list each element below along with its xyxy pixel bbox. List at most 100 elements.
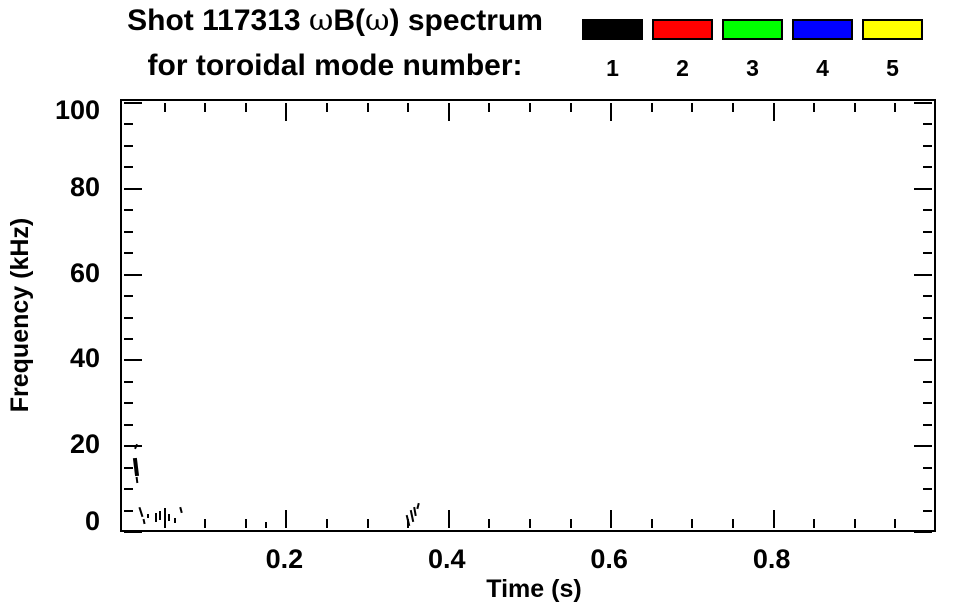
x-minor-tick [650, 103, 653, 112]
x-minor-tick [244, 519, 247, 528]
data-mark [179, 506, 183, 514]
x-minor-tick [853, 519, 856, 528]
y-major-tick [914, 187, 932, 190]
x-minor-tick [488, 519, 491, 528]
legend-item: 5 [862, 19, 923, 80]
x-major-tick [447, 103, 450, 121]
y-minor-tick [124, 123, 133, 126]
y-major-tick [124, 445, 142, 448]
y-minor-tick [124, 144, 133, 147]
legend-item: 2 [652, 19, 713, 80]
legend-number: 5 [886, 55, 899, 81]
y-tick-label: 20 [69, 429, 100, 460]
y-minor-tick [124, 423, 133, 426]
data-mark [154, 513, 157, 522]
y-tick-label: 100 [54, 95, 100, 125]
chart-title-line2: for toroidal mode number: [147, 49, 523, 82]
legend-item: 1 [582, 19, 643, 80]
x-minor-tick [204, 519, 207, 528]
y-minor-tick [923, 402, 932, 405]
x-major-tick [610, 510, 613, 528]
data-mark [416, 503, 421, 510]
x-minor-tick [163, 103, 166, 112]
y-major-tick [124, 273, 142, 276]
x-major-tick [772, 510, 775, 528]
y-minor-tick [124, 295, 133, 298]
y-minor-tick [124, 380, 133, 383]
legend-number: 3 [746, 55, 759, 81]
legend-swatch [722, 19, 783, 40]
x-tick-label: 0.2 [265, 544, 304, 574]
legend-swatch [652, 19, 713, 40]
y-minor-tick [923, 466, 932, 469]
y-minor-tick [124, 509, 133, 512]
x-minor-tick [529, 103, 531, 112]
x-tick-label: 0.4 [428, 544, 466, 574]
x-minor-tick [366, 519, 369, 528]
y-major-tick [124, 187, 142, 190]
y-minor-tick [923, 166, 932, 169]
data-mark [142, 518, 146, 524]
legend-item: 4 [792, 19, 853, 80]
plot-area [120, 99, 936, 533]
legend-number: 2 [676, 55, 689, 81]
data-mark [174, 518, 177, 523]
x-minor-tick [204, 103, 207, 112]
legend-item: 3 [722, 19, 783, 80]
y-tick-label: 40 [69, 343, 100, 374]
x-minor-tick [407, 103, 410, 112]
title-text: B( [333, 4, 366, 37]
x-minor-tick [163, 519, 166, 528]
legend-number: 4 [816, 55, 829, 81]
y-major-tick [124, 102, 142, 104]
data-mark [138, 507, 144, 518]
chart-title-line1: Shot 117313 ωB(ω) spectrum [85, 3, 585, 38]
title-text: Shot 117313 [127, 4, 309, 37]
y-minor-tick [124, 209, 133, 212]
title-text: ) spectrum [389, 4, 543, 37]
data-mark [147, 513, 150, 519]
data-mark [133, 457, 140, 477]
x-major-tick [285, 103, 288, 121]
x-minor-tick [569, 519, 572, 528]
x-minor-tick [691, 519, 694, 528]
x-major-tick [447, 510, 450, 528]
x-minor-tick [529, 519, 531, 528]
data-mark [135, 476, 139, 484]
x-axis-title: Time (s) [486, 575, 582, 603]
x-minor-tick [326, 103, 328, 112]
x-minor-tick [244, 103, 247, 112]
x-minor-tick [813, 103, 816, 112]
omega-symbol: ω [308, 3, 334, 38]
data-mark [159, 510, 162, 521]
y-major-tick [914, 359, 932, 362]
y-minor-tick [124, 316, 133, 319]
y-minor-tick [124, 230, 133, 233]
x-minor-tick [894, 519, 897, 528]
legend-swatch [862, 19, 923, 40]
data-mark [265, 521, 268, 529]
legend-swatch [792, 19, 853, 40]
y-major-tick [914, 102, 932, 104]
x-major-tick [772, 103, 775, 121]
y-minor-tick [923, 337, 932, 340]
x-minor-tick [366, 103, 369, 112]
y-axis-title: Frequency (kHz) [6, 217, 34, 413]
y-minor-tick [923, 316, 932, 319]
x-minor-tick [732, 103, 734, 112]
y-minor-tick [124, 466, 133, 469]
x-minor-tick [691, 103, 694, 112]
y-minor-tick [124, 488, 133, 491]
y-minor-tick [124, 252, 133, 255]
y-minor-tick [923, 123, 932, 126]
y-minor-tick [923, 423, 932, 426]
x-tick-label: 0.6 [590, 544, 628, 574]
y-minor-tick [923, 230, 932, 233]
y-minor-tick [124, 166, 133, 169]
y-minor-tick [923, 488, 932, 491]
y-minor-tick [923, 252, 932, 255]
data-mark [168, 513, 171, 521]
y-minor-tick [923, 144, 932, 147]
y-minor-tick [923, 295, 932, 298]
